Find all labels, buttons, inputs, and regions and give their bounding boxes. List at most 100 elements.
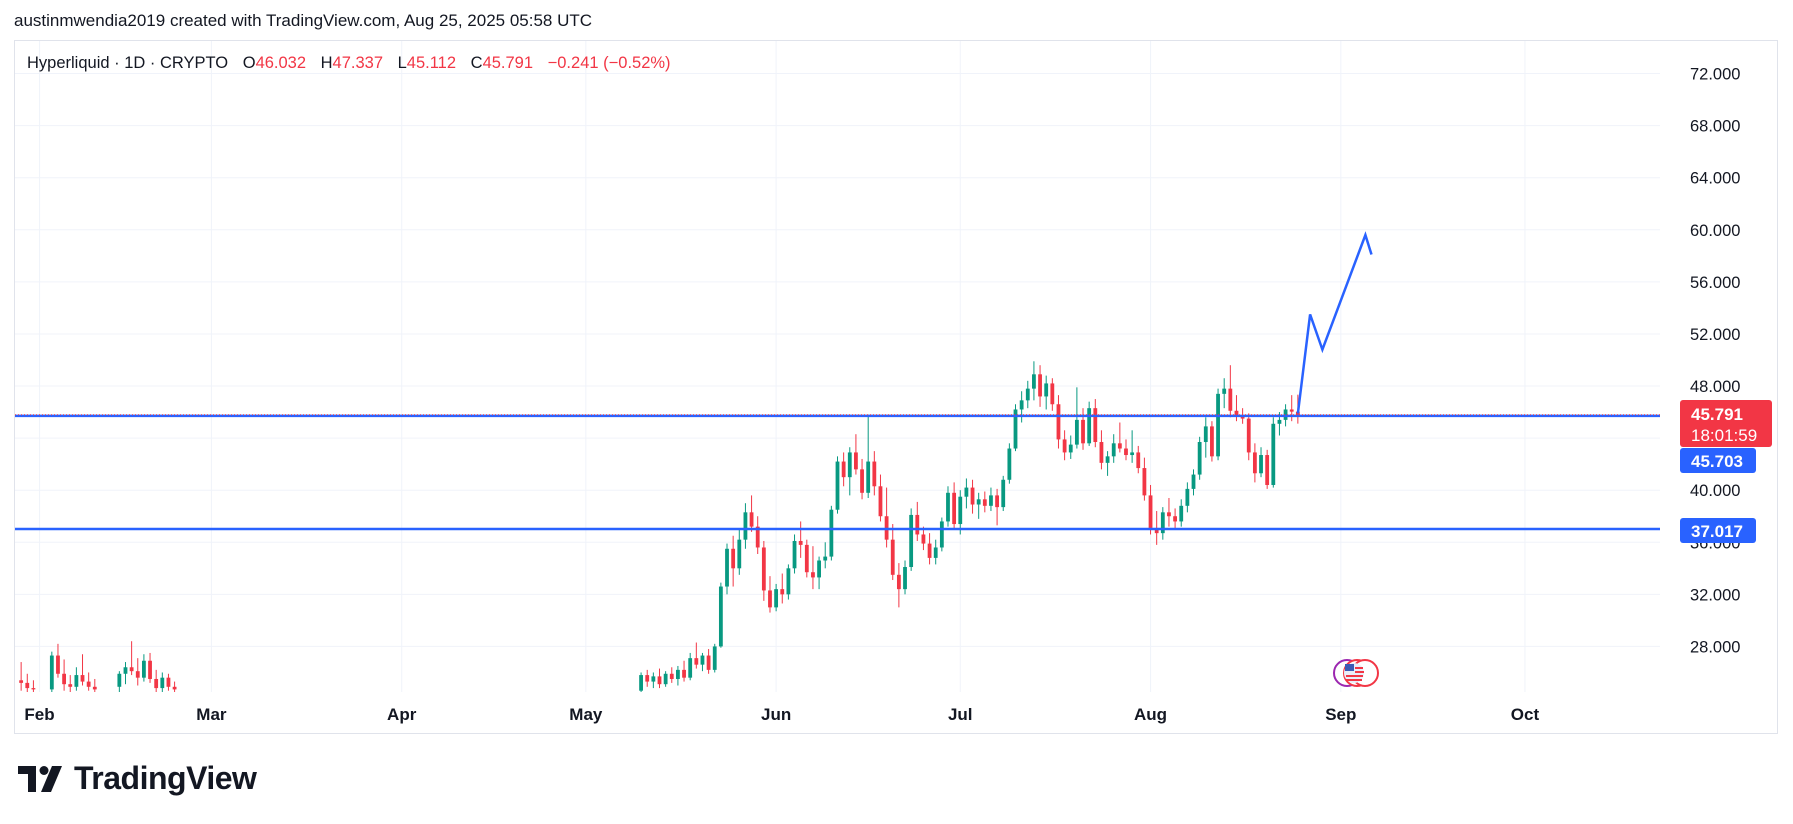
candle-body (725, 548, 729, 587)
lower-line-value: 37.017 (1691, 522, 1743, 541)
candle-body (1222, 388, 1227, 394)
projection-arrow (1296, 231, 1373, 414)
upper-line-tag: 45.703 (1680, 448, 1756, 473)
candle (768, 576, 772, 613)
candle-body (117, 673, 122, 687)
candle-body (1173, 516, 1177, 522)
candle (669, 667, 674, 683)
candle-body (1111, 443, 1116, 457)
candle (792, 534, 797, 574)
candle (933, 539, 938, 565)
candle-body (1044, 383, 1049, 397)
candle-body (1252, 452, 1257, 474)
candle (854, 434, 858, 475)
candle-body (774, 589, 779, 608)
high-label: H (320, 54, 333, 72)
price-tick-label: 68.000 (1690, 118, 1740, 136)
candle-body (829, 509, 834, 557)
close-label: C (470, 54, 483, 72)
candle (1289, 395, 1294, 422)
candle (847, 447, 852, 496)
candle (148, 652, 152, 683)
candle (860, 458, 864, 500)
candle (939, 517, 944, 552)
candle (1246, 413, 1251, 461)
us-flag-icon[interactable] (1333, 659, 1379, 687)
candle-body (651, 676, 656, 682)
price-tags: 45.791 18:01:59 45.703 37.017 (1680, 400, 1772, 543)
candle (700, 652, 705, 672)
candle-body (976, 499, 981, 505)
candle (804, 539, 809, 578)
candle-body (1124, 448, 1128, 456)
candle-body (755, 526, 760, 548)
time-tick-label: Jun (761, 705, 791, 724)
change-value: −0.241 (−0.52%) (547, 54, 671, 72)
chart-frame[interactable] (14, 40, 1778, 734)
candle (1050, 378, 1055, 411)
candle (49, 651, 54, 692)
candle (1167, 498, 1171, 527)
candle-body (1246, 418, 1251, 453)
candle (682, 660, 686, 682)
candle (915, 501, 920, 541)
candle-body (1167, 512, 1171, 517)
candle-body (958, 496, 963, 525)
candle-body (995, 495, 999, 508)
symbol-info[interactable]: Hyperliquid · 1D · CRYPTO (27, 54, 229, 72)
candle-body (1160, 512, 1165, 534)
candle (676, 665, 680, 686)
candle-body (1062, 439, 1067, 453)
candle (817, 556, 821, 590)
candle (1087, 401, 1092, 446)
open-label: O (242, 54, 256, 72)
candle-body (854, 452, 858, 470)
candle (1179, 499, 1184, 527)
tradingview-brand[interactable]: TradingView (18, 760, 257, 797)
candle-body (123, 667, 128, 674)
candle-body (737, 539, 742, 569)
candle-body (903, 567, 907, 590)
candle (1197, 436, 1202, 480)
candle-body (1228, 388, 1233, 411)
candle (1130, 430, 1135, 463)
candle (866, 414, 871, 499)
candle (1234, 395, 1239, 422)
candle (712, 643, 717, 673)
candle-body (700, 655, 705, 665)
candle (761, 540, 766, 601)
lower-line-tag: 37.017 (1680, 518, 1756, 543)
candle (1056, 395, 1061, 449)
candle (1099, 430, 1104, 470)
candle-body (841, 461, 846, 478)
candle-body (1265, 455, 1270, 485)
horizontal-lines (15, 414, 1660, 531)
candle (1032, 361, 1036, 401)
grid (15, 41, 1660, 692)
price-tick-label: 72.000 (1690, 66, 1740, 84)
candle (1001, 475, 1006, 512)
candle (878, 474, 883, 522)
candle-body (1105, 456, 1110, 463)
time-tick-label: Feb (24, 705, 54, 724)
upper-line-value: 45.703 (1691, 452, 1743, 471)
candle-body (933, 547, 938, 558)
candle-body (31, 688, 36, 690)
candle-body (1001, 479, 1006, 508)
candle (639, 672, 643, 692)
candle-body (141, 660, 146, 678)
candle-body (964, 487, 969, 497)
candle-body (817, 560, 821, 578)
candle-body (1259, 455, 1263, 474)
candle (1093, 399, 1098, 448)
candle-body (866, 461, 871, 493)
price-tick-label: 52.000 (1690, 326, 1740, 344)
candle-body (909, 514, 914, 568)
candle (1185, 482, 1190, 513)
candle (1038, 365, 1042, 407)
candle-body (1074, 419, 1079, 445)
candle-body (939, 521, 944, 548)
candle (92, 678, 97, 692)
candle (1160, 507, 1165, 540)
